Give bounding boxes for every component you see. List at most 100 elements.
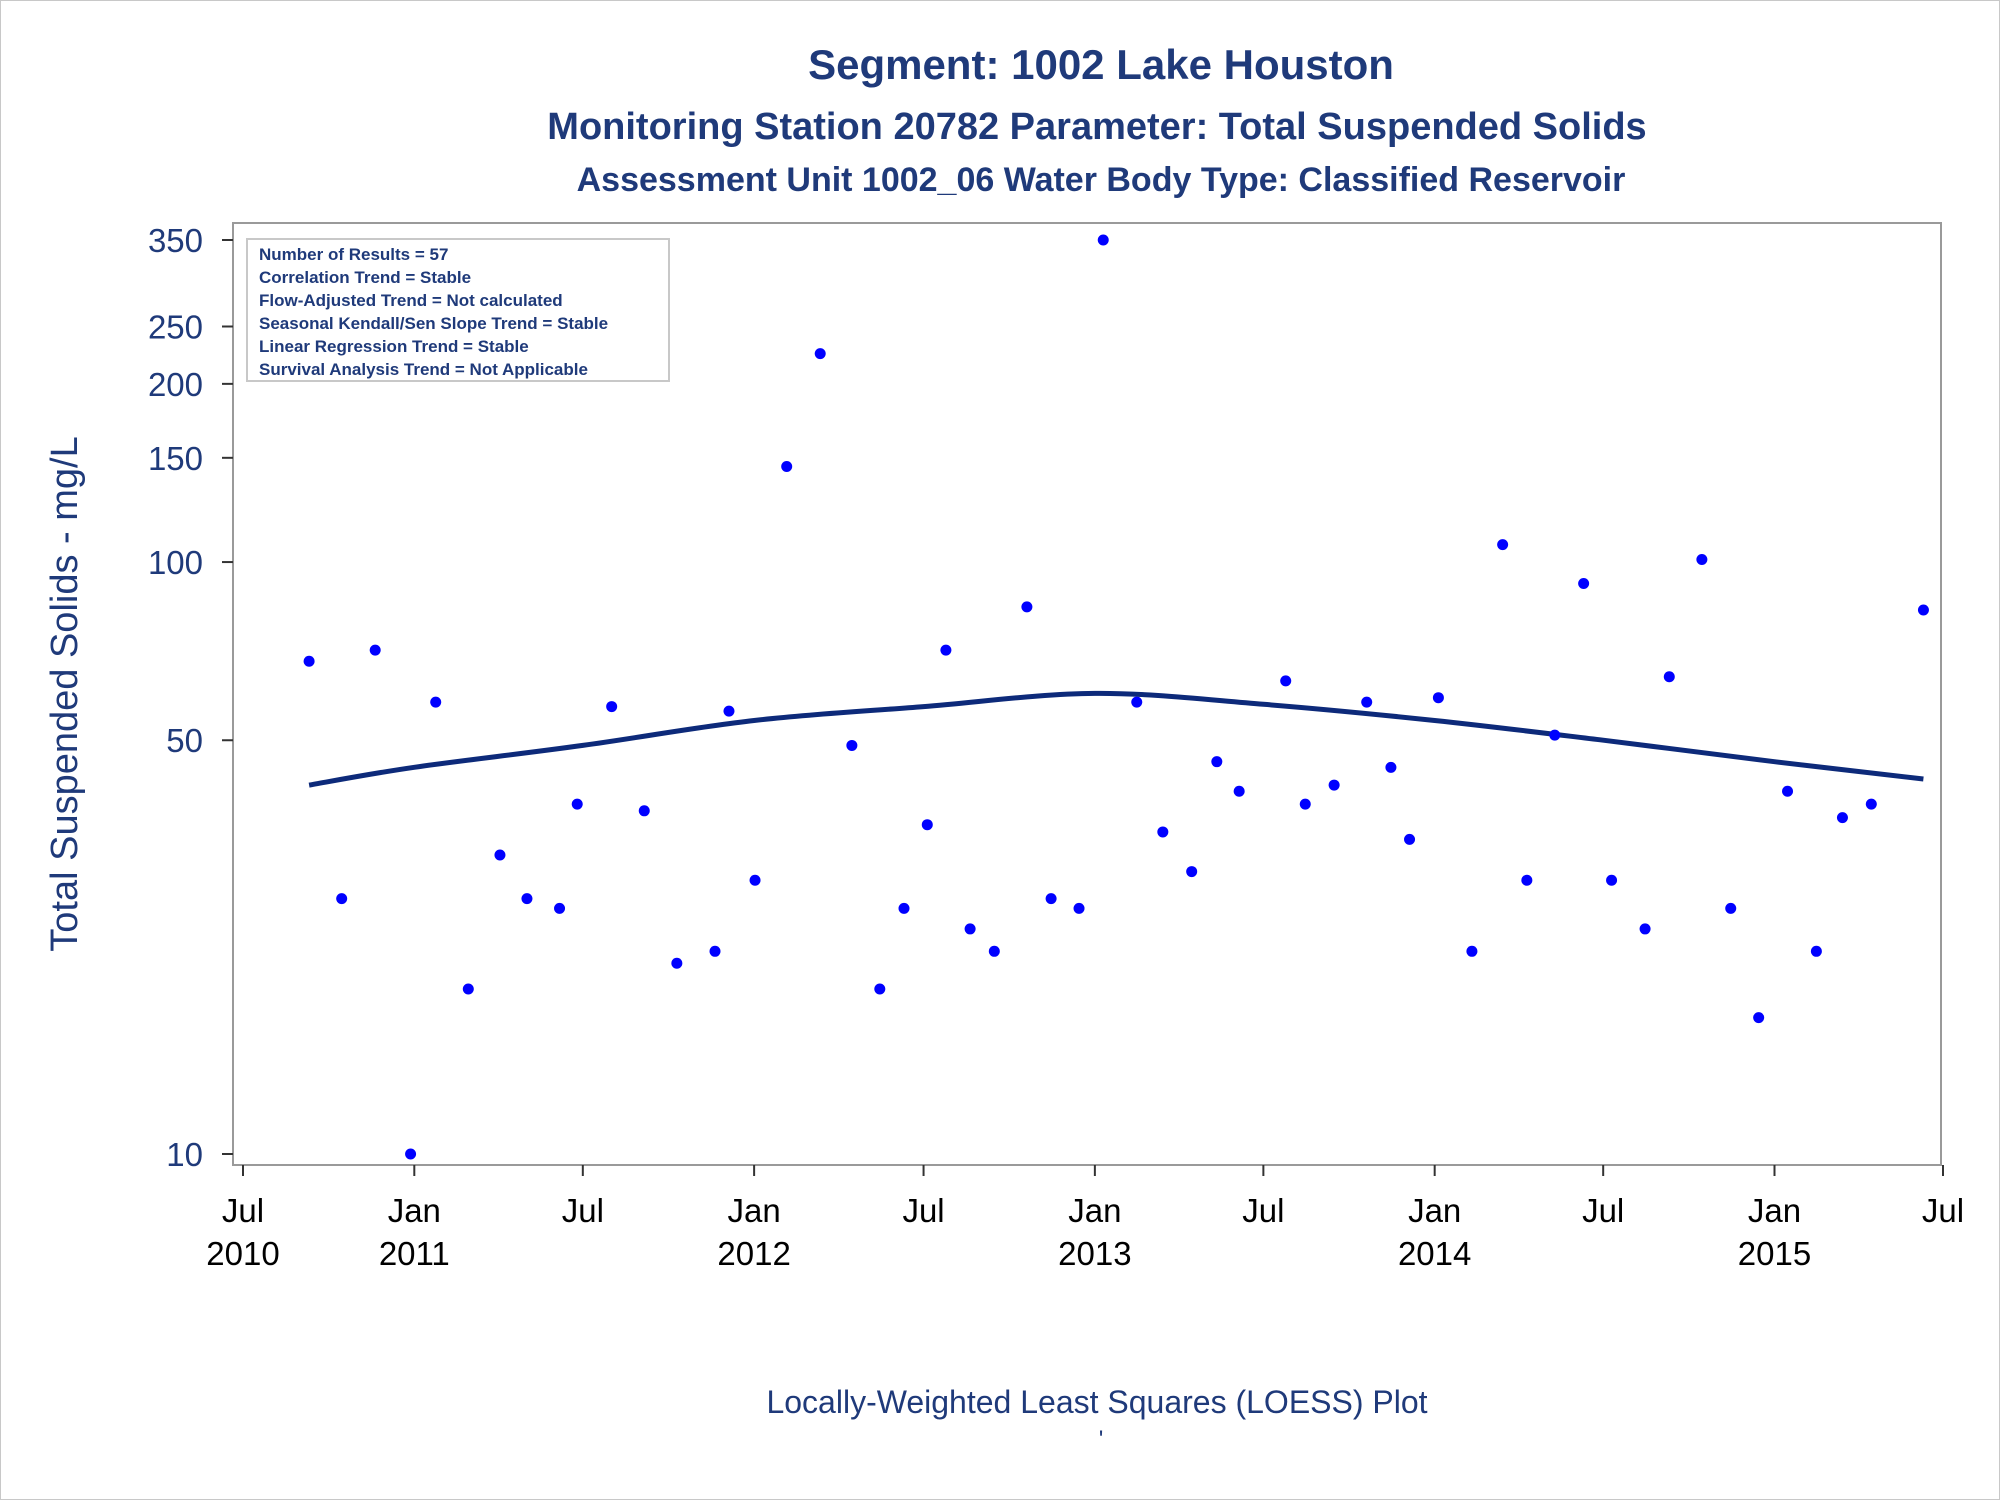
x-tick-year-label: 2015	[1738, 1235, 1811, 1272]
points-layer	[303, 234, 1929, 1160]
stats-line-flow-adjusted: Flow-Adjusted Trend = Not calculated	[259, 291, 563, 310]
stats-line-seasonal-kendall: Seasonal Kendall/Sen Slope Trend = Stabl…	[259, 314, 608, 333]
x-tick-year-label: 2014	[1398, 1235, 1471, 1272]
x-tick-year-label: 2010	[206, 1235, 279, 1272]
chart-subtitle-2: Assessment Unit 1002_06 Water Body Type:…	[577, 161, 1626, 199]
data-point	[606, 701, 618, 713]
data-point	[1157, 826, 1169, 838]
x-tick-label: Jul	[1582, 1192, 1624, 1229]
x-tick-label: Jan	[1068, 1192, 1121, 1229]
data-point	[1233, 785, 1245, 797]
data-point	[1073, 902, 1085, 914]
data-point	[1299, 798, 1311, 810]
stats-line-survival: Survival Analysis Trend = Not Applicable	[259, 360, 588, 379]
y-tick-label: 150	[148, 440, 203, 477]
chart-subtitle: Monitoring Station 20782 Parameter: Tota…	[547, 106, 1646, 148]
stats-line-linear-regression: Linear Regression Trend = Stable	[259, 337, 529, 356]
data-point	[1753, 1012, 1765, 1024]
data-point	[1186, 866, 1198, 878]
loess-line	[308, 690, 1924, 788]
x-tick-label: Jan	[1408, 1192, 1461, 1229]
stats-line-results: Number of Results = 57	[259, 245, 448, 264]
x-tick-label: Jan	[728, 1192, 781, 1229]
data-point	[1466, 945, 1478, 957]
data-point	[964, 923, 976, 935]
x-tick-label: Jul	[1242, 1192, 1284, 1229]
data-point	[1097, 234, 1109, 246]
data-point	[1280, 675, 1292, 687]
data-point	[1725, 902, 1737, 914]
data-point	[1521, 874, 1533, 886]
data-point	[521, 893, 533, 905]
data-point	[1663, 671, 1675, 683]
y-tick-label: 10	[166, 1136, 203, 1173]
data-point	[1865, 798, 1877, 810]
data-point	[988, 945, 1000, 957]
x-tick-label: Jul	[562, 1192, 604, 1229]
data-point	[1549, 729, 1561, 741]
data-point	[846, 739, 858, 751]
data-point	[671, 957, 683, 969]
data-point	[709, 945, 721, 957]
x-tick-label: Jul	[222, 1192, 264, 1229]
loess-layer	[308, 690, 1924, 788]
data-point	[571, 798, 583, 810]
y-tick-label: 50	[166, 722, 203, 759]
footnote-mark: '	[1099, 1426, 1104, 1453]
data-point	[781, 461, 793, 473]
plot-area	[232, 222, 1942, 1166]
data-point	[1606, 874, 1618, 886]
data-point	[494, 849, 506, 861]
data-point	[921, 819, 933, 831]
data-point	[1696, 553, 1708, 565]
data-point	[1432, 692, 1444, 704]
footnote: Locally-Weighted Least Squares (LOESS) P…	[766, 1384, 1427, 1420]
x-tick-year-label: 2011	[379, 1235, 450, 1272]
chart-title: Segment: 1002 Lake Houston	[808, 41, 1394, 88]
x-tick-label: Jan	[388, 1192, 441, 1229]
x-axis: Jul 2010 Jan 2011 Jul Jan 2012 Jul Jan 2013 Jul Jan…	[206, 1165, 1964, 1272]
data-point	[405, 1148, 417, 1160]
data-point	[1361, 696, 1373, 708]
data-point	[1211, 756, 1223, 768]
data-point	[638, 805, 650, 817]
x-tick-year-label: 2013	[1058, 1235, 1131, 1272]
data-point	[1131, 696, 1143, 708]
y-axis-label: Total Suspended Solids - mg/L	[44, 436, 86, 951]
data-point	[723, 705, 735, 717]
data-point	[1404, 833, 1416, 845]
data-point	[1836, 812, 1848, 824]
data-point	[814, 348, 826, 360]
data-point	[336, 893, 348, 905]
data-point	[1328, 779, 1340, 791]
data-point	[1497, 539, 1509, 551]
y-tick-label: 100	[148, 544, 203, 581]
data-point	[898, 902, 910, 914]
data-point	[749, 874, 761, 886]
data-point	[1639, 923, 1651, 935]
x-tick-year-label: 2012	[717, 1235, 790, 1272]
data-point	[462, 983, 474, 995]
x-tick-label: Jan	[1748, 1192, 1801, 1229]
data-point	[1045, 893, 1057, 905]
data-point	[430, 696, 442, 708]
data-point	[1385, 761, 1397, 773]
data-point	[874, 983, 886, 995]
data-point	[1578, 577, 1590, 589]
data-point	[1917, 604, 1929, 616]
data-point	[940, 644, 952, 656]
x-tick-label: Jul	[1922, 1192, 1964, 1229]
stats-box: Number of Results = 57 Correlation Trend…	[246, 238, 670, 382]
y-axis: 10 50 100 150 200 250 350	[148, 222, 233, 1173]
data-point	[1021, 601, 1033, 613]
data-point	[303, 655, 315, 667]
data-point	[369, 644, 381, 656]
x-tick-label: Jul	[902, 1192, 944, 1229]
stats-line-correlation: Correlation Trend = Stable	[259, 268, 471, 287]
stats-box-border	[246, 238, 670, 382]
data-point	[1810, 945, 1822, 957]
y-tick-label: 250	[148, 308, 203, 345]
y-tick-label: 350	[148, 222, 203, 259]
